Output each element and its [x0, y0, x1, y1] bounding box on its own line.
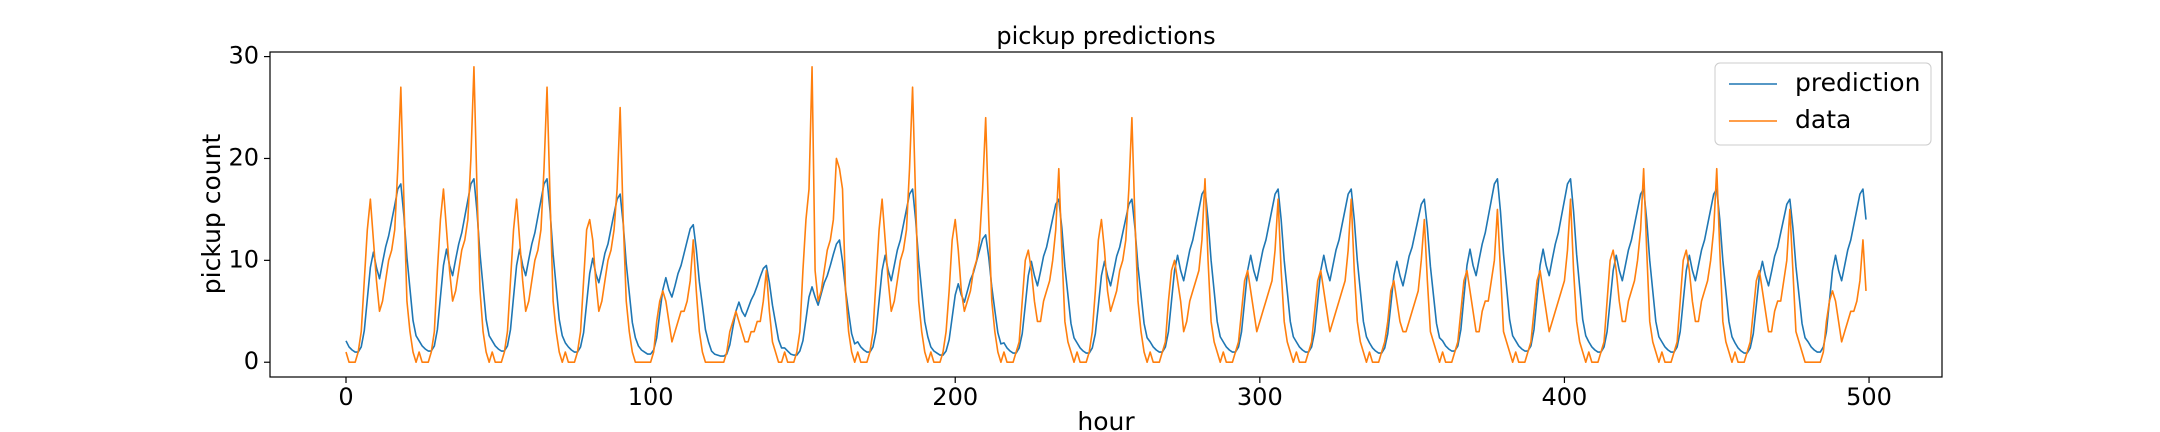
x-tick-label: 300	[1237, 383, 1283, 411]
y-tick-label: 30	[228, 42, 259, 70]
x-tick-label: 200	[932, 383, 978, 411]
x-tick-label: 0	[338, 383, 353, 411]
plot-frame	[269, 51, 1943, 378]
x-tick-label: 400	[1542, 383, 1588, 411]
chart-title: pickup predictions	[996, 22, 1215, 50]
y-tick-label: 10	[228, 245, 259, 273]
x-tick-label: 100	[628, 383, 674, 411]
legend-label: prediction	[1795, 68, 1920, 97]
y-tick-label: 20	[228, 143, 259, 171]
legend-label: data	[1795, 105, 1851, 134]
y-axis-label: pickup count	[197, 134, 226, 295]
series-line	[345, 65, 1867, 364]
x-axis-label: hour	[1077, 407, 1135, 432]
x-tick-label: 500	[1846, 383, 1892, 411]
y-tick-label: 0	[244, 347, 259, 375]
